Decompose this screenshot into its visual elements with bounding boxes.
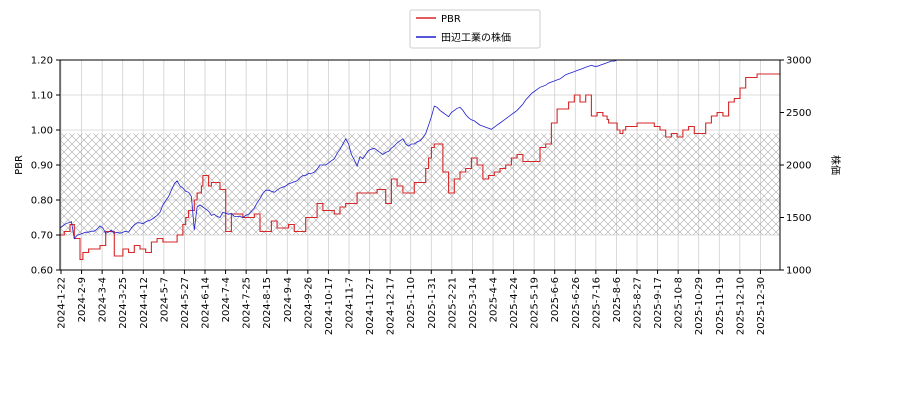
y-left-tick-label: 1.20 [31, 56, 53, 67]
pbr-series-line [60, 73, 780, 261]
legend-box [409, 9, 541, 49]
x-tick-label: 2024-6-14 [201, 277, 212, 329]
series-lines [60, 60, 780, 261]
y-left-tick-label: 0.60 [31, 266, 53, 277]
x-tick-label: 2025-4-24 [509, 277, 520, 329]
y-axis-right-label: 株価 [829, 155, 842, 175]
x-tick-label: 2024-10-17 [324, 277, 335, 335]
y-right-tick-label: 1500 [786, 213, 811, 224]
x-tick-label: 2024-4-12 [139, 277, 150, 329]
x-tick-label: 2025-10-8 [674, 277, 685, 329]
x-tick-label: 2025-12-30 [756, 277, 767, 335]
y-left-tick-label: 1.00 [31, 126, 53, 137]
x-tick-label: 2025-2-21 [447, 277, 458, 329]
y-left-tick-label: 0.70 [31, 231, 53, 242]
x-tick-label: 2025-3-14 [468, 277, 479, 329]
x-tick-label: 2025-6-6 [550, 277, 561, 322]
y-right-tick-label: 2500 [786, 108, 811, 119]
x-tick-label: 2025-1-10 [406, 277, 417, 329]
x-tick-label: 2024-3-4 [98, 277, 109, 322]
y-right-tick-label: 1000 [786, 266, 811, 277]
x-tick-label: 2024-9-4 [283, 277, 294, 322]
y-left-tick-label: 0.80 [31, 196, 53, 207]
x-tick-label: 2025-8-27 [633, 277, 644, 329]
x-tick-label: 2024-7-4 [221, 277, 232, 322]
y-left-tick-label: 1.10 [31, 91, 53, 102]
x-tick-label: 2025-4-4 [489, 277, 500, 322]
x-tick-label: 2025-6-26 [571, 277, 582, 329]
x-tick-label: 2024-2-9 [77, 277, 88, 322]
price-series-line [60, 60, 769, 240]
y-left-tick-label: 0.90 [31, 161, 53, 172]
x-tick-label: 2024-1-22 [57, 277, 68, 329]
x-tick-label: 2024-5-7 [159, 277, 170, 322]
x-tick-label: 2025-10-29 [694, 277, 705, 335]
y-axis-left-label: PBR [14, 155, 25, 175]
x-tick-label: 2024-8-15 [262, 277, 273, 329]
x-tick-label: 2024-9-26 [303, 277, 314, 329]
x-tick-label: 2024-11-7 [345, 277, 356, 329]
x-tick-label: 2025-7-16 [591, 277, 602, 329]
x-tick-label: 2025-5-19 [530, 277, 541, 329]
pbr-band [60, 133, 780, 235]
x-tick-label: 2024-12-17 [386, 277, 397, 335]
y-right-tick-label: 2000 [786, 161, 811, 172]
legend: PBR 田辺工業の株価 [409, 9, 541, 49]
x-tick-label: 2024-11-27 [365, 277, 376, 335]
x-tick-label: 2025-8-6 [612, 277, 623, 322]
x-tick-label: 2025-1-31 [427, 277, 438, 329]
x-tick-label: 2024-7-25 [242, 277, 253, 329]
x-tick-label: 2025-9-17 [653, 277, 664, 329]
x-tick-label: 2025-11-19 [715, 277, 726, 335]
y-axis-left: 0.60 0.70 0.80 0.90 1.00 1.10 1.20 [31, 56, 60, 277]
legend-pbr-label: PBR [441, 14, 461, 25]
x-axis: 2024-1-22 2024-2-9 2024-3-4 2024-3-25 2024-4… [57, 270, 767, 335]
x-tick-label: 2025-12-10 [735, 277, 746, 335]
legend-price-label: 田辺工業の株価 [441, 31, 511, 44]
y-right-tick-label: 3000 [786, 56, 811, 67]
x-tick-label: 2024-3-25 [118, 277, 129, 329]
x-tick-label: 2024-5-27 [180, 277, 191, 329]
y-axis-right: 1000 1500 2000 2500 3000 [780, 56, 811, 277]
